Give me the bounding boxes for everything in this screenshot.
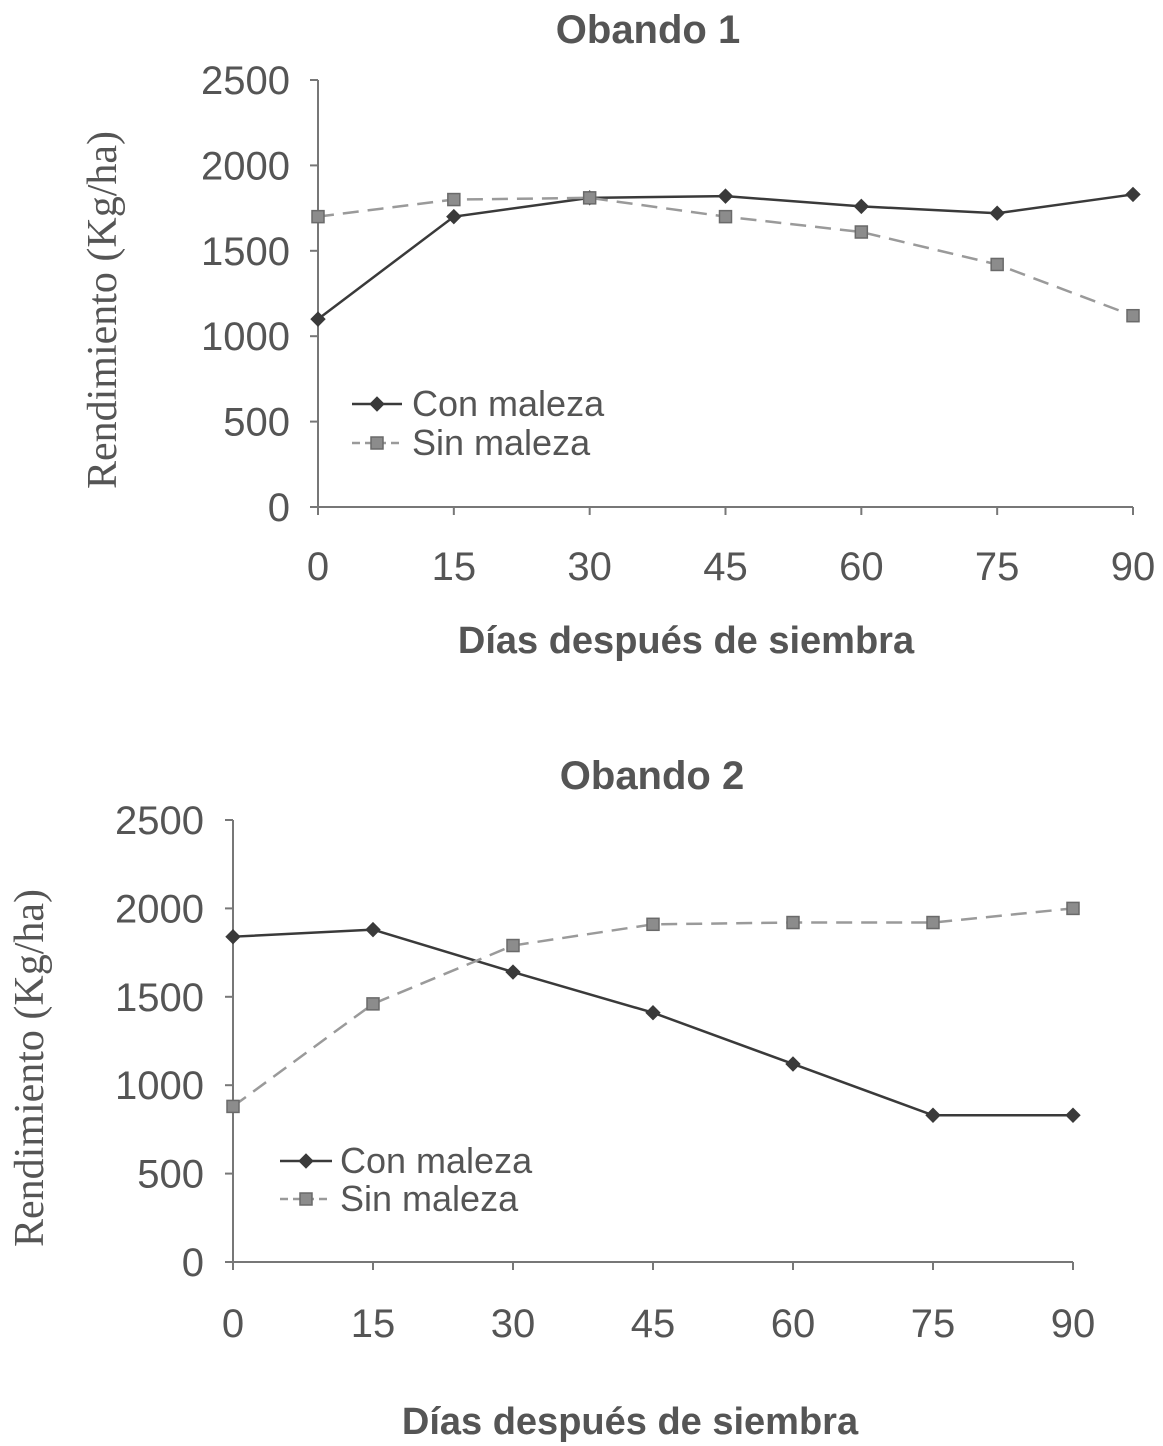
legend-marker [369, 396, 385, 412]
y-axis-label: Rendimiento (Kg/ha) [80, 131, 126, 489]
y-tick-label: 1000 [115, 1064, 204, 1108]
legend-marker [370, 436, 384, 450]
legend-marker [298, 1153, 314, 1169]
sin-maleza-point [926, 915, 940, 930]
y-tick-label: 2000 [201, 144, 290, 188]
y-tick-label: 0 [268, 486, 290, 530]
con-maleza-point [505, 964, 521, 980]
con-maleza-point [717, 188, 734, 204]
con-maleza-point [1065, 1107, 1081, 1123]
y-tick-label: 2500 [115, 799, 204, 843]
sin-maleza-point [1126, 308, 1140, 323]
legend-label: Con maleza [340, 1140, 533, 1181]
sin-maleza-point [582, 191, 597, 205]
sin-maleza-point [447, 192, 461, 207]
sin-maleza-point [786, 915, 800, 930]
con-maleza-point [645, 1005, 661, 1021]
legend-item-con-maleza: Con maleza [280, 1140, 533, 1181]
x-tick-label: 90 [1051, 1302, 1096, 1346]
sin-maleza-point [854, 225, 869, 239]
legend-item-con-maleza: Con maleza [352, 383, 605, 424]
sin-maleza-point [990, 257, 1004, 272]
legend-label: Sin maleza [340, 1178, 519, 1219]
con-maleza-point [925, 1107, 941, 1123]
x-axis-label: Días después de siembra [458, 620, 915, 662]
y-tick-label: 1000 [201, 315, 290, 359]
con-maleza-point [310, 311, 326, 327]
chart-title: Obando 2 [560, 754, 744, 798]
con-maleza-point [365, 921, 381, 938]
chart-obando-1: 0 500 1000 1500 2000 2500 0 15 30 45 60 75 90 Con mal… [80, 8, 1155, 662]
y-tick-label: 1500 [115, 976, 204, 1020]
con-maleza-point [785, 1056, 801, 1072]
x-tick-label: 0 [307, 545, 329, 589]
legend-label: Con maleza [412, 383, 605, 424]
x-tick-label: 15 [351, 1302, 396, 1346]
chart-obando-2: 0 500 1000 1500 2000 2500 0 15 30 45 60 75 90 Con mal… [7, 754, 1095, 1443]
x-tick-label: 60 [771, 1302, 816, 1346]
y-axis-label: Rendimiento (Kg/ha) [7, 889, 53, 1247]
x-tick-label: 15 [432, 545, 477, 589]
y-tick-label: 500 [223, 401, 290, 445]
sin-maleza-point [226, 1099, 240, 1114]
x-axis-label: Días después de siembra [402, 1401, 859, 1443]
sin-maleza-point [366, 997, 380, 1011]
con-maleza-point [853, 198, 870, 215]
sin-maleza-point [1066, 901, 1080, 916]
sin-maleza-point [718, 209, 733, 224]
x-tick-label: 60 [839, 545, 884, 589]
chart-title: Obando 1 [556, 8, 740, 52]
x-tick-label: 75 [911, 1302, 956, 1346]
con-maleza-point [225, 928, 241, 945]
x-tick-label: 0 [222, 1302, 244, 1346]
con-maleza-point [989, 205, 1005, 221]
y-tick-label: 500 [137, 1153, 204, 1197]
x-tick-label: 45 [631, 1302, 676, 1346]
con-maleza-line [232, 928, 1073, 1117]
y-tick-label: 0 [182, 1241, 204, 1285]
y-tick-label: 1500 [201, 230, 290, 274]
legend-label: Sin maleza [412, 422, 591, 463]
y-tick-label: 2500 [201, 59, 290, 103]
legend-item-sin-maleza: Sin maleza [352, 422, 591, 463]
y-tick-label: 2000 [115, 887, 204, 931]
x-tick-label: 30 [491, 1302, 536, 1346]
x-tick-label: 45 [703, 545, 748, 589]
legend-item-sin-maleza: Sin maleza [280, 1178, 519, 1219]
x-tick-label: 30 [567, 545, 612, 589]
legend-marker [299, 1192, 313, 1206]
x-tick-label: 90 [1111, 545, 1156, 589]
sin-maleza-point [506, 938, 520, 953]
sin-maleza-point [646, 917, 660, 932]
x-tick-label: 75 [975, 545, 1020, 589]
con-maleza-point [1125, 186, 1141, 203]
sin-maleza-point [311, 209, 325, 224]
con-maleza-point [446, 208, 462, 225]
